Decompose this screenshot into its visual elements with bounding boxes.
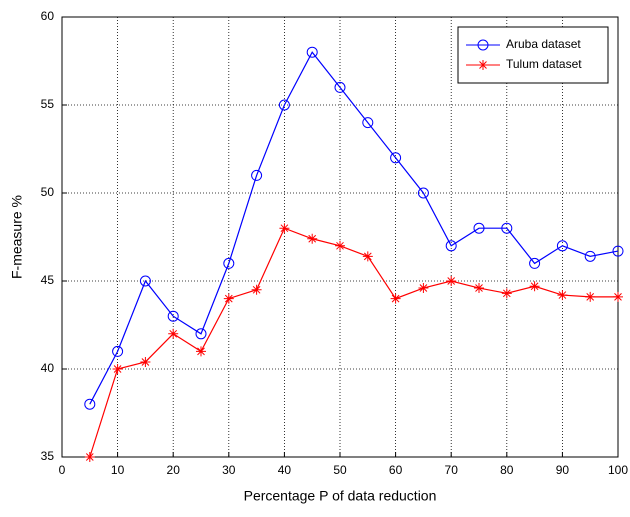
marker bbox=[251, 284, 262, 295]
plot-frame bbox=[61, 16, 619, 458]
marker bbox=[390, 293, 401, 304]
x-tick-label: 70 bbox=[445, 463, 459, 477]
marker bbox=[279, 223, 290, 234]
legend-box bbox=[457, 26, 609, 84]
marker bbox=[167, 310, 179, 322]
y-tick-label: 55 bbox=[41, 97, 55, 111]
marker bbox=[362, 117, 374, 129]
legend-label: Aruba dataset bbox=[506, 37, 581, 51]
marker bbox=[417, 187, 429, 199]
marker bbox=[278, 99, 290, 111]
marker bbox=[362, 251, 373, 262]
x-tick-label: 10 bbox=[111, 463, 125, 477]
marker bbox=[445, 240, 457, 252]
marker bbox=[223, 293, 234, 304]
x-tick-label: 40 bbox=[278, 463, 292, 477]
marker bbox=[529, 257, 541, 269]
x-tick-label: 20 bbox=[167, 463, 181, 477]
marker bbox=[223, 257, 235, 269]
marker bbox=[140, 356, 151, 367]
marker bbox=[196, 346, 206, 357]
marker bbox=[307, 233, 318, 244]
marker bbox=[477, 39, 489, 51]
y-tick-label: 50 bbox=[41, 185, 55, 199]
marker bbox=[334, 81, 346, 93]
y-tick-label: 35 bbox=[41, 449, 55, 463]
marker bbox=[473, 222, 485, 234]
marker bbox=[84, 452, 95, 462]
marker bbox=[139, 275, 151, 287]
marker bbox=[390, 152, 402, 164]
x-tick-label: 60 bbox=[389, 463, 403, 477]
marker bbox=[478, 60, 488, 70]
y-tick-label: 60 bbox=[41, 9, 55, 23]
marker bbox=[501, 288, 512, 299]
marker bbox=[585, 291, 596, 302]
x-tick-label: 80 bbox=[500, 463, 514, 477]
y-tick-label: 45 bbox=[41, 273, 55, 287]
y-axis-label: F-measure % bbox=[9, 195, 25, 279]
marker bbox=[418, 283, 429, 294]
marker bbox=[306, 46, 318, 58]
marker bbox=[84, 398, 96, 410]
marker bbox=[251, 169, 263, 181]
x-tick-label: 30 bbox=[222, 463, 236, 477]
x-tick-label: 100 bbox=[608, 463, 628, 477]
marker bbox=[335, 240, 345, 251]
marker bbox=[112, 345, 124, 357]
marker bbox=[557, 290, 568, 301]
marker bbox=[613, 291, 623, 302]
marker bbox=[195, 328, 207, 340]
y-tick-label: 40 bbox=[41, 361, 55, 375]
legend-label: Tulum dataset bbox=[506, 57, 582, 71]
x-tick-label: 0 bbox=[59, 463, 66, 477]
marker bbox=[474, 283, 484, 294]
marker bbox=[446, 276, 457, 286]
x-tick-label: 50 bbox=[333, 463, 347, 477]
marker bbox=[529, 281, 540, 292]
marker bbox=[112, 364, 123, 374]
marker bbox=[556, 240, 568, 252]
marker bbox=[612, 245, 624, 257]
series-line bbox=[89, 227, 618, 458]
marker bbox=[584, 250, 596, 262]
marker bbox=[168, 328, 179, 339]
x-tick-label: 90 bbox=[556, 463, 570, 477]
marker bbox=[501, 222, 513, 234]
x-axis-label: Percentage P of data reduction bbox=[244, 488, 437, 504]
